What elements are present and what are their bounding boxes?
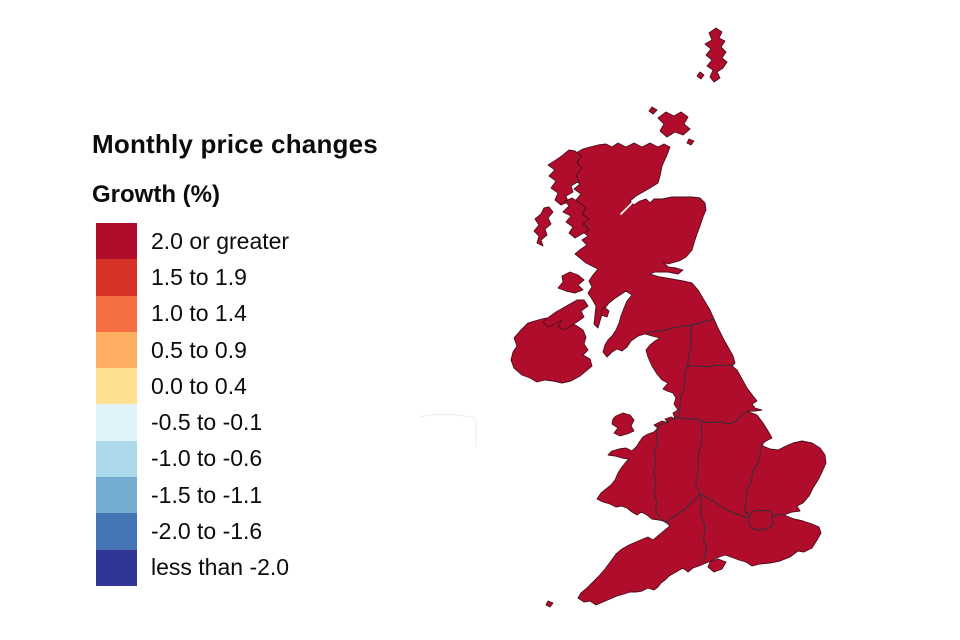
legend-row: -1.0 to -0.6 xyxy=(96,440,289,478)
legend-label: 1.0 to 1.4 xyxy=(151,300,247,327)
region-london-outline xyxy=(748,509,774,531)
loch-ness xyxy=(620,200,635,215)
legend-row: 1.5 to 1.9 xyxy=(96,259,289,296)
legend-label: -1.5 to -1.1 xyxy=(151,481,263,508)
legend-label: less than -2.0 xyxy=(151,554,290,581)
islands xyxy=(533,27,728,608)
legend-color-swatch xyxy=(96,549,137,586)
legend-row: -0.5 to -0.1 xyxy=(96,404,289,441)
legend-color-swatch xyxy=(96,477,137,514)
legend-row: -1.5 to -1.1 xyxy=(96,477,289,514)
legend-label: 1.5 to 1.9 xyxy=(151,263,247,290)
legend-label: 2.0 or greater xyxy=(151,227,290,254)
legend-label: -1.0 to -0.6 xyxy=(151,445,263,472)
legend-color-swatch xyxy=(96,368,137,405)
legend-color-swatch xyxy=(96,223,137,260)
legend-color-swatch xyxy=(96,331,137,369)
legend-color-swatch xyxy=(96,404,137,441)
legend-row: 0.5 to 0.9 xyxy=(96,331,289,369)
legend-row: 2.0 or greater xyxy=(96,223,290,260)
legend-color-swatch xyxy=(96,440,137,478)
legend-row: less than -2.0 xyxy=(96,549,290,586)
legend-label: 0.0 to 0.4 xyxy=(151,372,247,399)
ireland-ghost-outline xyxy=(419,414,478,448)
legend-row: -2.0 to -1.6 xyxy=(96,513,289,550)
legend-label: 0.5 to 0.9 xyxy=(151,336,247,363)
legend-color-swatch xyxy=(96,259,137,296)
page-title: Monthly price changes xyxy=(92,129,378,159)
region-great-britain xyxy=(565,142,827,606)
region-northern-ireland xyxy=(510,317,593,384)
legend: 2.0 or greater 1.5 to 1.9 1.0 to 1.4 0.5… xyxy=(96,223,289,586)
legend-color-swatch xyxy=(96,295,137,332)
legend-label: -0.5 to -0.1 xyxy=(151,409,263,436)
region-boundaries xyxy=(644,318,786,563)
legend-label: -2.0 to -1.6 xyxy=(151,518,263,545)
legend-row: 0.0 to 0.4 xyxy=(96,368,289,405)
legend-heading: Growth (%) xyxy=(92,181,220,208)
legend-row: 1.0 to 1.4 xyxy=(96,295,289,332)
legend-color-swatch xyxy=(96,513,137,550)
